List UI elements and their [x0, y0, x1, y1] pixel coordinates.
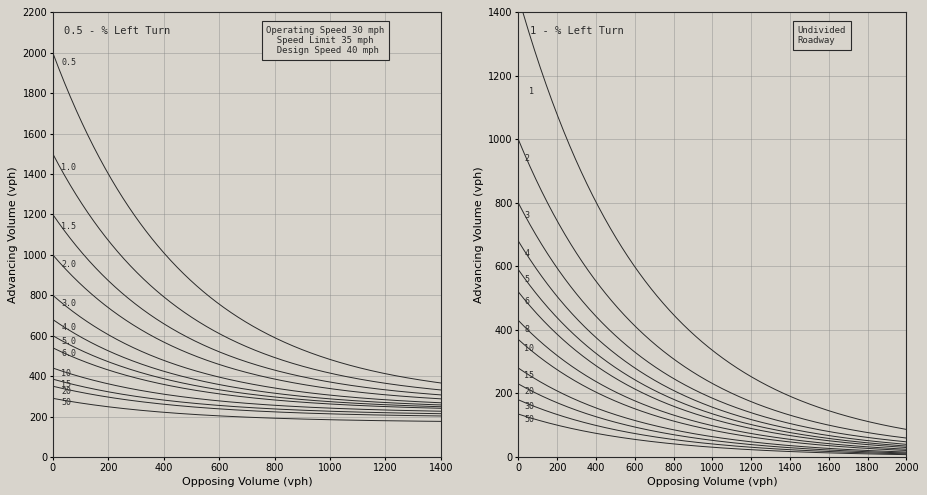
Text: 1.0: 1.0 [61, 163, 76, 172]
Text: 20: 20 [61, 387, 71, 396]
Text: 6.0: 6.0 [61, 349, 76, 358]
Text: 1: 1 [529, 87, 534, 96]
Text: 10: 10 [524, 345, 534, 353]
Text: 0.5 - % Left Turn: 0.5 - % Left Turn [65, 26, 171, 36]
Y-axis label: Advancing Volume (vph): Advancing Volume (vph) [8, 166, 19, 303]
Text: 20: 20 [524, 388, 534, 396]
Text: 4: 4 [524, 249, 529, 258]
Text: 3.0: 3.0 [61, 299, 76, 308]
Text: 1.5: 1.5 [61, 222, 76, 231]
Text: 15: 15 [524, 371, 534, 381]
Text: Operating Speed 30 mph
  Speed Limit 35 mph
  Design Speed 40 mph: Operating Speed 30 mph Speed Limit 35 mp… [266, 26, 385, 55]
Text: 3: 3 [524, 211, 529, 220]
Text: 10: 10 [61, 369, 71, 378]
X-axis label: Opposing Volume (vph): Opposing Volume (vph) [647, 477, 778, 487]
Text: 2.0: 2.0 [61, 260, 76, 269]
Text: 15: 15 [61, 380, 71, 389]
Text: 5.0: 5.0 [61, 337, 76, 346]
Text: 4.0: 4.0 [61, 323, 76, 332]
Text: 8: 8 [524, 325, 529, 335]
Text: Undivided
Roadway: Undivided Roadway [798, 26, 846, 45]
Text: 50: 50 [524, 415, 534, 424]
Text: 2: 2 [524, 154, 529, 163]
Text: 1 - % Left Turn: 1 - % Left Turn [530, 26, 624, 36]
X-axis label: Opposing Volume (vph): Opposing Volume (vph) [182, 477, 312, 487]
Text: 30: 30 [524, 402, 534, 411]
Text: 50: 50 [61, 398, 71, 407]
Text: 5: 5 [524, 275, 529, 284]
Y-axis label: Advancing Volume (vph): Advancing Volume (vph) [474, 166, 484, 303]
Text: 6: 6 [524, 297, 529, 306]
Text: 0.5: 0.5 [61, 58, 76, 67]
